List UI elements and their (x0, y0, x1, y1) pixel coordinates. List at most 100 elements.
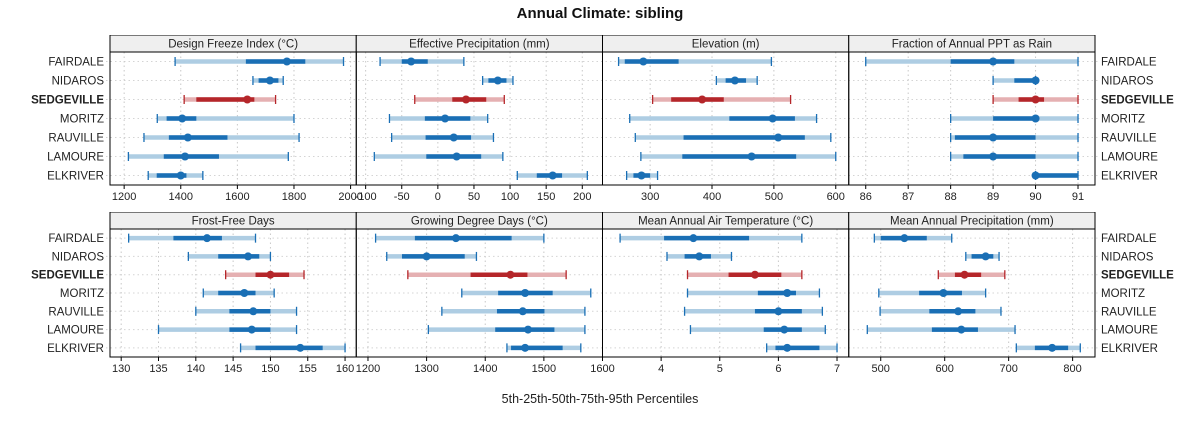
median-dot (783, 289, 792, 297)
series-rauville (879, 306, 1002, 316)
row-label-right: FAIRDALE (1101, 233, 1157, 245)
tick-label: 150 (537, 191, 555, 203)
tick-label: 5 (717, 363, 723, 375)
series-fairdale (174, 57, 345, 66)
row-label-left: MORITZ (60, 114, 104, 126)
chart-title: Annual Climate: sibling (516, 5, 684, 22)
panel-title: Fraction of Annual PPT as Rain (892, 39, 1052, 51)
median-dot (639, 57, 648, 66)
tick-label: 86 (860, 191, 872, 203)
series-nidaros (992, 76, 1040, 85)
tick-label: 150 (261, 363, 279, 375)
series-sedgeville (937, 270, 1006, 280)
series-moritz (461, 288, 592, 298)
series-fairdale (619, 233, 803, 243)
series-elkriver (1015, 343, 1081, 353)
row-label-right: LAMOURE (1101, 152, 1158, 164)
row-label-left: ELKRIVER (47, 343, 104, 355)
median-dot (960, 270, 969, 279)
median-dot (989, 57, 998, 66)
median-dot (441, 114, 450, 123)
tick-label: 400 (703, 191, 721, 203)
median-dot (989, 133, 998, 142)
tick-label: 88 (945, 191, 957, 203)
median-dot (181, 152, 190, 161)
series-rauville (949, 133, 1079, 142)
row-label-left: RAUVILLE (48, 133, 104, 145)
series-elkriver (625, 171, 659, 180)
tick-label: 145 (224, 363, 242, 375)
series-moritz (686, 288, 821, 298)
median-dot (637, 171, 646, 180)
row-label-right: RAUVILLE (1101, 306, 1157, 318)
panel-frost-free-days: 130 135 140 145 150 155 160 Frost-Free Days (109, 212, 357, 375)
series-moritz (878, 288, 987, 298)
tick-label: 160 (336, 363, 354, 375)
panel-fraction-of-annual-ppt-as-rain: 86 87 88 89 90 91 Fraction of Annual PPT as Ra… (848, 35, 1096, 203)
series-lamoure (640, 152, 837, 161)
series-moritz (629, 114, 818, 123)
median-dot (1031, 114, 1040, 123)
median-dot (176, 171, 185, 180)
row-label-right: MORITZ (1101, 288, 1145, 300)
panel-mean-annual-precipitation-mm: 500 600 700 800 Mean Annual Precipitation (m… (848, 212, 1096, 375)
tick-label: 1200 (356, 363, 380, 375)
median-dot (462, 95, 471, 104)
median-dot (449, 133, 458, 142)
tick-label: 600 (827, 191, 845, 203)
series-rauville (441, 306, 586, 316)
panel-title: Mean Annual Air Temperature (°C) (638, 216, 813, 228)
median-dot (768, 114, 777, 123)
panel-title: Growing Degree Days (°C) (411, 216, 548, 228)
panel-title: Effective Precipitation (mm) (409, 39, 550, 51)
row-label-left: MORITZ (60, 288, 104, 300)
median-dot (989, 152, 998, 161)
panel-elevation-m: 300 400 500 600 Elevation (m) (602, 35, 850, 203)
median-dot (244, 252, 253, 261)
row-label-right: ELKRIVER (1101, 343, 1158, 355)
tick-label: 700 (999, 363, 1017, 375)
x-axis-caption: 5th-25th-50th-75th-95th Percentiles (501, 392, 699, 406)
median-dot (506, 270, 515, 279)
series-sedgeville (651, 95, 792, 104)
series-elkriver (766, 343, 838, 353)
median-dot (698, 95, 707, 104)
median-dot (183, 133, 192, 142)
tick-label: 300 (641, 191, 659, 203)
series-sedgeville (992, 95, 1079, 104)
tick-label: 1500 (532, 363, 556, 375)
median-dot (451, 234, 460, 243)
panel-growing-degree-days-c: 1200 1300 1400 1500 1600 Growing Degree Days … (356, 212, 615, 375)
median-dot (1031, 171, 1040, 180)
tick-label: 91 (1072, 191, 1084, 203)
row-label-right: RAUVILLE (1101, 133, 1157, 145)
row-label-right: FAIRDALE (1101, 57, 1157, 69)
series-nidaros (715, 76, 758, 85)
series-moritz (156, 114, 295, 123)
tick-label: 1300 (414, 363, 438, 375)
series-lamoure (949, 152, 1079, 161)
series-fairdale (617, 57, 773, 66)
series-fairdale (873, 233, 953, 243)
tick-label: 500 (872, 363, 890, 375)
series-rauville (195, 306, 298, 316)
row-label-right: SEDGEVILLE (1101, 95, 1174, 107)
median-dot (774, 307, 783, 316)
series-nidaros (252, 76, 284, 85)
tick-label: 140 (187, 363, 205, 375)
series-elkriver (1031, 171, 1079, 180)
panel-border (848, 51, 1096, 186)
row-label-left: RAUVILLE (48, 306, 104, 318)
tick-label: -50 (394, 191, 410, 203)
median-dot (750, 270, 759, 279)
panel-mean-annual-air-temperature-c: 4 5 6 7 Mean Annual Air Temperature (°C) (602, 212, 850, 375)
series-lamoure (157, 325, 298, 335)
median-dot (695, 252, 704, 261)
median-dot (452, 152, 461, 161)
median-dot (296, 343, 305, 352)
series-nidaros (965, 251, 1000, 261)
tick-label: 2000 (338, 191, 362, 203)
series-fairdale (865, 57, 1079, 66)
series-moritz (202, 288, 275, 298)
